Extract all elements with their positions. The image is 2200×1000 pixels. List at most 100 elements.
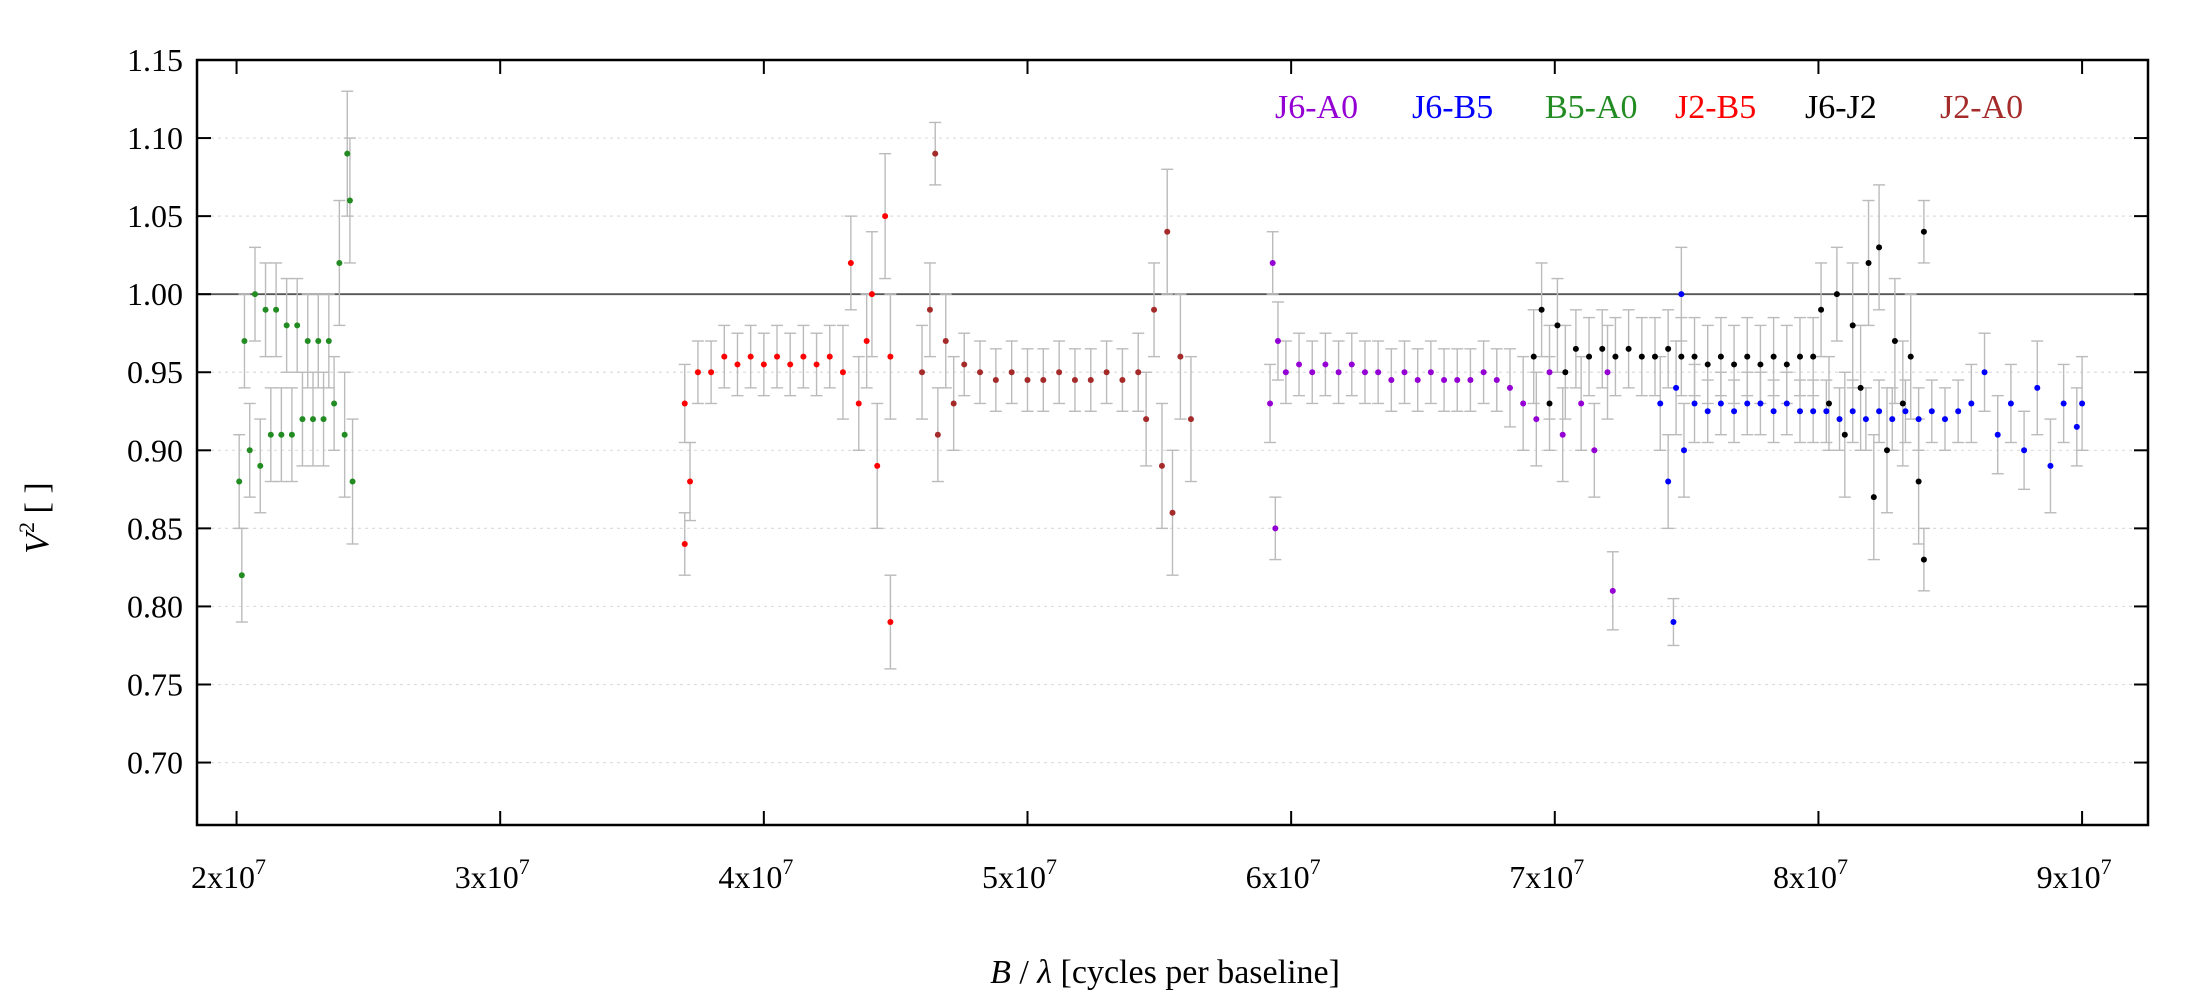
- series-J6-J2: [1530, 228, 1927, 563]
- y-tick-label: 1.15: [127, 42, 183, 78]
- data-point: [1941, 416, 1948, 423]
- x-tick-label: 8x107: [1773, 854, 1848, 895]
- data-point: [1783, 400, 1790, 407]
- data-point: [681, 400, 688, 407]
- data-point: [826, 353, 833, 360]
- data-point: [1704, 408, 1711, 415]
- data-point: [1757, 400, 1764, 407]
- y-axis-superscript: 2: [14, 522, 39, 533]
- data-point: [1673, 384, 1680, 391]
- error-bars-J6-B5: [1654, 246, 2089, 647]
- data-point: [1599, 345, 1606, 352]
- data-point: [1530, 353, 1537, 360]
- data-point: [310, 416, 317, 423]
- data-point: [1665, 345, 1672, 352]
- x-tick-exponent: 7: [1046, 854, 1057, 879]
- data-point: [1891, 338, 1898, 345]
- data-point: [246, 447, 253, 454]
- data-point: [1865, 259, 1872, 266]
- data-point: [887, 353, 894, 360]
- data-point: [950, 400, 957, 407]
- x-tick-exponent: 7: [1310, 854, 1321, 879]
- data-point: [863, 338, 870, 345]
- data-point: [1744, 353, 1751, 360]
- data-point: [1810, 408, 1817, 415]
- data-point: [336, 259, 343, 266]
- data-point: [294, 322, 301, 329]
- data-point: [1857, 384, 1864, 391]
- data-point: [341, 431, 348, 438]
- data-point: [331, 400, 338, 407]
- x-tick-exponent: 7: [1837, 854, 1848, 879]
- data-point: [1274, 338, 1281, 345]
- data-point: [238, 572, 245, 579]
- data-point: [961, 361, 968, 368]
- data-point: [992, 377, 999, 384]
- data-point: [1008, 369, 1015, 376]
- data-point: [1920, 228, 1927, 235]
- y-tick-label: 0.90: [127, 432, 183, 468]
- data-point: [1164, 228, 1171, 235]
- data-point: [1883, 447, 1890, 454]
- data-point: [1744, 400, 1751, 407]
- data-point: [1441, 377, 1448, 384]
- x-tick-mantissa: 9x10: [2037, 859, 2101, 895]
- data-point: [1401, 369, 1408, 376]
- data-point: [1087, 377, 1094, 384]
- data-point: [787, 361, 794, 368]
- data-point: [813, 361, 820, 368]
- data-point: [681, 540, 688, 547]
- data-point: [1361, 369, 1368, 376]
- data-point: [288, 431, 295, 438]
- data-point: [1955, 408, 1962, 415]
- data-point: [1578, 400, 1585, 407]
- data-point: [1731, 361, 1738, 368]
- data-point: [1625, 345, 1632, 352]
- data-point: [800, 353, 807, 360]
- data-point: [1889, 416, 1896, 423]
- x-tick-label: 9x107: [2037, 854, 2112, 895]
- data-point: [1915, 478, 1922, 485]
- y-tick-label: 0.70: [127, 745, 183, 781]
- data-point: [1638, 353, 1645, 360]
- error-bars-J2-B5: [678, 152, 897, 670]
- data-point: [687, 478, 694, 485]
- data-point: [1757, 361, 1764, 368]
- data-point: [1915, 416, 1922, 423]
- data-point: [2060, 400, 2067, 407]
- series-J2-A0: [919, 150, 1194, 516]
- data-point: [1024, 377, 1031, 384]
- data-point: [855, 400, 862, 407]
- data-point: [1187, 416, 1194, 423]
- data-point: [1538, 306, 1545, 313]
- data-point: [1335, 369, 1342, 376]
- data-point: [1862, 416, 1869, 423]
- x-tick-mantissa: 5x10: [982, 859, 1046, 895]
- data-point: [1414, 377, 1421, 384]
- series-J6-A0: [1267, 259, 1616, 594]
- legend: J6-A0 J6-B5 B5-A0 J2-B5 J6-J2 J2-A0: [1275, 89, 2023, 126]
- data-point: [1818, 306, 1825, 313]
- data-point: [1870, 494, 1877, 501]
- data-point: [934, 431, 941, 438]
- data-point: [1572, 345, 1579, 352]
- data-point: [320, 416, 327, 423]
- data-point: [1158, 462, 1165, 469]
- data-point: [1968, 400, 1975, 407]
- x-tick-exponent: 7: [782, 854, 793, 879]
- data-point: [1604, 369, 1611, 376]
- legend-entry-B5-A0: B5-A0: [1545, 89, 1638, 126]
- x-tick-mantissa: 7x10: [1509, 859, 1573, 895]
- data-points: [236, 150, 2086, 626]
- data-point: [977, 369, 984, 376]
- data-point: [1348, 361, 1355, 368]
- data-point: [874, 462, 881, 469]
- data-point: [1296, 361, 1303, 368]
- data-point: [1467, 377, 1474, 384]
- data-point: [1375, 369, 1382, 376]
- data-point: [1651, 353, 1658, 360]
- x-axis-separator: /: [1011, 954, 1037, 991]
- series-B5-A0: [236, 150, 356, 579]
- data-point: [1454, 377, 1461, 384]
